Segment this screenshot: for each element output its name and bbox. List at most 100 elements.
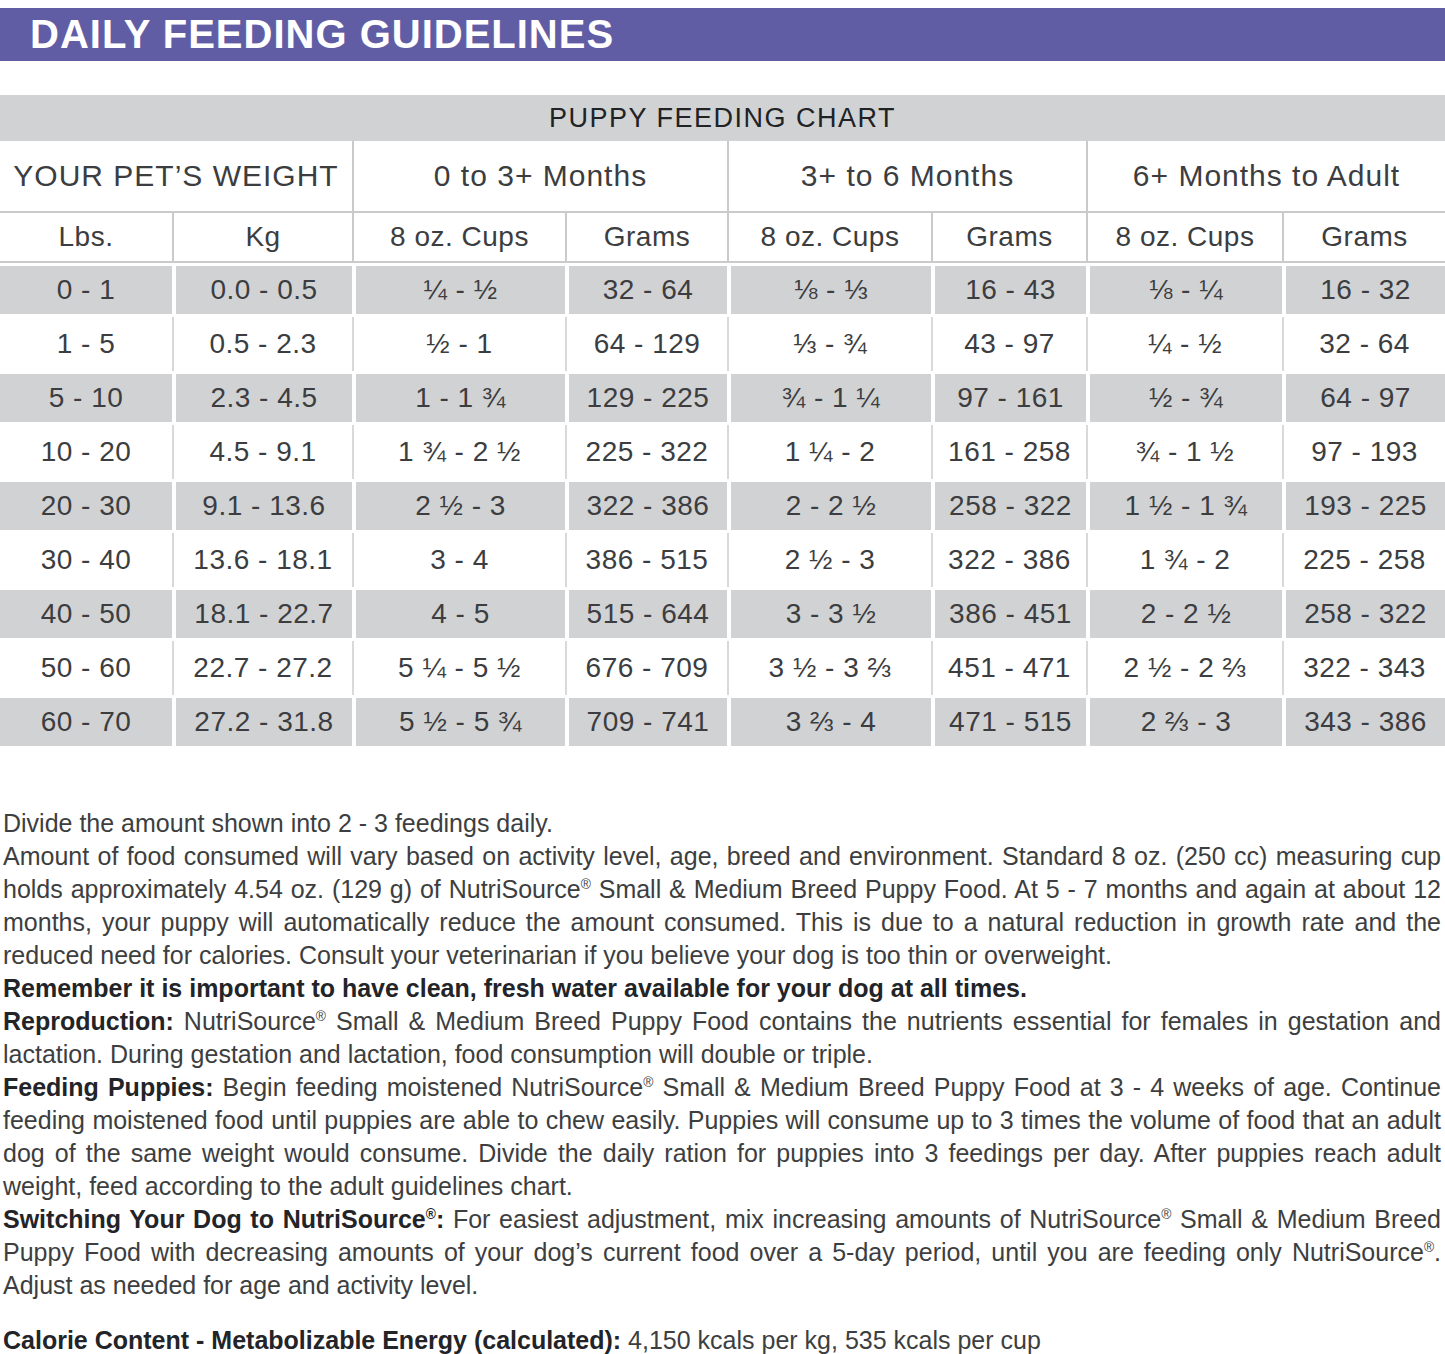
table-cell: 225 - 322: [565, 425, 727, 479]
table-cell: 27.2 - 31.8: [172, 695, 352, 749]
col-header-cups-1: 8 oz. Cups: [352, 213, 565, 263]
table-cell: 343 - 386: [1282, 695, 1445, 749]
table-cell: 0.0 - 0.5: [172, 263, 352, 317]
table-cell: 0.5 - 2.3: [172, 317, 352, 371]
note-switching: Switching Your Dog to NutriSource®: For …: [3, 1203, 1441, 1302]
table-cell: 2 - 2 ½: [727, 479, 931, 533]
table-cell: 5 ¼ - 5 ½: [352, 641, 565, 695]
note-lead: Reproduction:: [3, 1007, 174, 1035]
table-cell: 64 - 129: [565, 317, 727, 371]
table-cell: 322 - 386: [931, 533, 1086, 587]
col-group-pet-weight: YOUR PET’S WEIGHT: [0, 141, 352, 213]
table-cell: 471 - 515: [931, 695, 1086, 749]
table-cell: 676 - 709: [565, 641, 727, 695]
table-cell: ⅛ - ⅓: [727, 263, 931, 317]
table-cell: 161 - 258: [931, 425, 1086, 479]
table-cell: ¼ - ½: [352, 263, 565, 317]
table-cell: 64 - 97: [1282, 371, 1445, 425]
table-cell: 322 - 386: [565, 479, 727, 533]
note-body: Divide the amount shown into 2 - 3 feedi…: [3, 809, 553, 837]
table-cell: 20 - 30: [0, 479, 172, 533]
table-cell: 13.6 - 18.1: [172, 533, 352, 587]
table-cell: ¼ - ½: [1086, 317, 1282, 371]
col-header-grams-2: Grams: [931, 213, 1086, 263]
note-body: Begin feeding moistened NutriSource® Sma…: [3, 1073, 1441, 1200]
table-cell: 4 - 5: [352, 587, 565, 641]
table-cell: 43 - 97: [931, 317, 1086, 371]
table-cell: 451 - 471: [931, 641, 1086, 695]
table-cell: 32 - 64: [1282, 317, 1445, 371]
table-cell: 2 - 2 ½: [1086, 587, 1282, 641]
col-header-grams-1: Grams: [565, 213, 727, 263]
table-cell: ¾ - 1 ½: [1086, 425, 1282, 479]
table-cell: 386 - 451: [931, 587, 1086, 641]
table-title-row: PUPPY FEEDING CHART: [0, 95, 1445, 141]
table-cell: 3 - 3 ½: [727, 587, 931, 641]
table-cell: 97 - 161: [931, 371, 1086, 425]
table-cell: ⅛ - ¼: [1086, 263, 1282, 317]
calorie-label: Calorie Content - Metabolizable Energy (…: [3, 1326, 621, 1354]
note-divide-feedings: Divide the amount shown into 2 - 3 feedi…: [3, 807, 1441, 840]
table-cell: 1 ¼ - 2: [727, 425, 931, 479]
note-lead: Remember it is important to have clean, …: [3, 974, 1027, 1002]
table-cell: 193 - 225: [1282, 479, 1445, 533]
table-cell: ½ - 1: [352, 317, 565, 371]
table-cell: 3 ⅔ - 4: [727, 695, 931, 749]
table-cell: ½ - ¾: [1086, 371, 1282, 425]
table-cell: 18.1 - 22.7: [172, 587, 352, 641]
col-header-cups-3: 8 oz. Cups: [1086, 213, 1282, 263]
table-cell: 3 - 4: [352, 533, 565, 587]
table-cell: 258 - 322: [931, 479, 1086, 533]
table-cell: 129 - 225: [565, 371, 727, 425]
table-cell: 5 - 10: [0, 371, 172, 425]
table-cell: 2.3 - 4.5: [172, 371, 352, 425]
table-cell: ¾ - 1 ¼: [727, 371, 931, 425]
table-row: 20 - 309.1 - 13.62 ½ - 3322 - 3862 - 2 ½…: [0, 479, 1445, 533]
note-fresh-water: Remember it is important to have clean, …: [3, 972, 1441, 1005]
table-cell: 10 - 20: [0, 425, 172, 479]
table-cell: 50 - 60: [0, 641, 172, 695]
table-cell: 386 - 515: [565, 533, 727, 587]
table-row: 30 - 4013.6 - 18.13 - 4386 - 5152 ½ - 33…: [0, 533, 1445, 587]
col-group-0-to-3-months: 0 to 3+ Months: [352, 141, 727, 213]
table-row: 5 - 102.3 - 4.51 - 1 ¾129 - 225¾ - 1 ¼97…: [0, 371, 1445, 425]
table-cell: 322 - 343: [1282, 641, 1445, 695]
table-row: 40 - 5018.1 - 22.74 - 5515 - 6443 - 3 ½3…: [0, 587, 1445, 641]
table-cell: 40 - 50: [0, 587, 172, 641]
note-lead: Switching Your Dog to NutriSource®:: [3, 1205, 444, 1233]
feeding-notes: Divide the amount shown into 2 - 3 feedi…: [3, 807, 1441, 1302]
table-cell: 16 - 43: [931, 263, 1086, 317]
table-cell: 16 - 32: [1282, 263, 1445, 317]
table-cell: 32 - 64: [565, 263, 727, 317]
calorie-value: 4,150 kcals per kg, 535 kcals per cup: [621, 1326, 1041, 1354]
feeding-table-body: 0 - 10.0 - 0.5¼ - ½32 - 64⅛ - ⅓16 - 43⅛ …: [0, 263, 1445, 749]
table-cell: 4.5 - 9.1: [172, 425, 352, 479]
table-cell: 0 - 1: [0, 263, 172, 317]
group-header-row: YOUR PET’S WEIGHT 0 to 3+ Months 3+ to 6…: [0, 141, 1445, 213]
table-cell: 515 - 644: [565, 587, 727, 641]
page-title: DAILY FEEDING GUIDELINES: [30, 12, 614, 57]
col-group-6-months-to-adult: 6+ Months to Adult: [1086, 141, 1445, 213]
table-cell: 3 ½ - 3 ⅔: [727, 641, 931, 695]
table-cell: 22.7 - 27.2: [172, 641, 352, 695]
table-cell: 1 - 5: [0, 317, 172, 371]
table-cell: 1 - 1 ¾: [352, 371, 565, 425]
col-header-kg: Kg: [172, 213, 352, 263]
col-group-3-to-6-months: 3+ to 6 Months: [727, 141, 1086, 213]
table-cell: 258 - 322: [1282, 587, 1445, 641]
col-header-grams-3: Grams: [1282, 213, 1445, 263]
table-cell: 9.1 - 13.6: [172, 479, 352, 533]
table-cell: 30 - 40: [0, 533, 172, 587]
table-cell: 709 - 741: [565, 695, 727, 749]
table-cell: 2 ⅔ - 3: [1086, 695, 1282, 749]
col-header-cups-2: 8 oz. Cups: [727, 213, 931, 263]
note-reproduction: Reproduction: NutriSource® Small & Mediu…: [3, 1005, 1441, 1071]
table-cell: 225 - 258: [1282, 533, 1445, 587]
note-body: Amount of food consumed will vary based …: [3, 842, 1441, 969]
table-cell: 2 ½ - 3: [727, 533, 931, 587]
table-row: 1 - 50.5 - 2.3½ - 164 - 129⅓ - ¾43 - 97¼…: [0, 317, 1445, 371]
note-amount-varies: Amount of food consumed will vary based …: [3, 840, 1441, 972]
table-cell: 2 ½ - 3: [352, 479, 565, 533]
note-feeding-puppies: Feeding Puppies: Begin feeding moistened…: [3, 1071, 1441, 1203]
puppy-feeding-table: PUPPY FEEDING CHART YOUR PET’S WEIGHT 0 …: [0, 95, 1445, 749]
